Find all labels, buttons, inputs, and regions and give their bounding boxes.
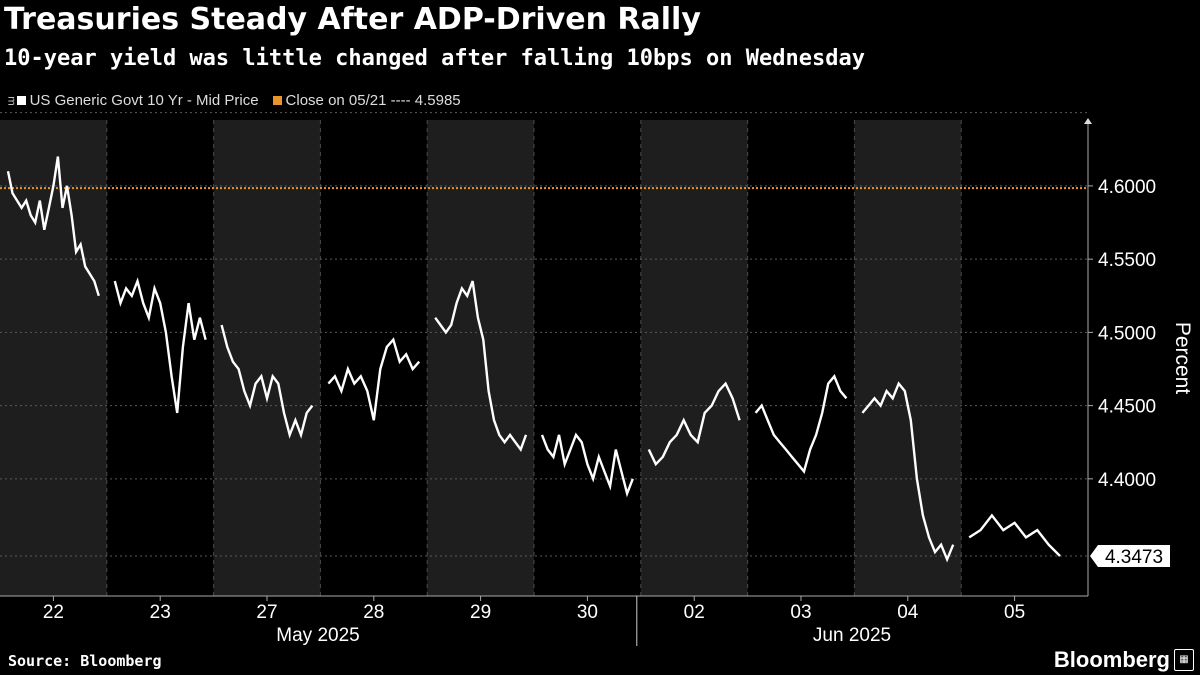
series-line-segment	[113, 277, 207, 414]
y-axis-arrow-icon	[1084, 118, 1092, 124]
day-band	[0, 120, 107, 596]
y-tick-label: 4.5500	[1098, 250, 1156, 271]
x-tick-label: 04	[897, 602, 919, 623]
month-label: May 2025	[276, 625, 359, 646]
x-tick-label: 28	[363, 602, 384, 623]
last-value-callout	[1090, 545, 1170, 568]
x-tick-label: 22	[43, 602, 64, 623]
legend-reference-label: Close on 05/21 ---- 4.5985	[285, 92, 461, 109]
series-line-segment	[540, 432, 634, 498]
day-band	[854, 120, 962, 596]
series-line-segment	[434, 280, 528, 453]
legend-reference-swatch	[272, 96, 282, 105]
x-tick-label: 03	[790, 602, 811, 623]
chart-title: Treasuries Steady After ADP-Driven Rally	[4, 2, 701, 37]
y-tick-label: 4.4500	[1098, 397, 1156, 418]
x-tick-label: 30	[577, 602, 598, 623]
series-line-segment	[6, 156, 100, 297]
x-tick-label: 29	[470, 602, 491, 623]
y-axis-title: Percent	[1171, 322, 1194, 395]
legend-series-label: US Generic Govt 10 Yr - Mid Price	[29, 92, 259, 109]
legend: ᴟ US Generic Govt 10 Yr - Mid Price Clos…	[8, 92, 475, 109]
legend-series-swatch	[16, 96, 26, 105]
legend-item-reference: Close on 05/21 ---- 4.5985	[272, 92, 461, 109]
legend-item-series: ᴟ US Generic Govt 10 Yr - Mid Price	[8, 92, 259, 109]
chart-subtitle: 10-year yield was little changed after f…	[4, 46, 865, 71]
bloomberg-terminal-icon: ▦	[1174, 649, 1194, 671]
series-line-segment	[647, 381, 741, 467]
day-band	[213, 120, 321, 596]
series-line-segment	[968, 513, 1061, 557]
last-value-label: 4.3473	[1105, 547, 1163, 568]
x-tick-label: 23	[150, 602, 171, 623]
x-tick-label: 02	[684, 602, 705, 623]
series-line-segment	[754, 374, 848, 475]
x-tick-label: 27	[256, 602, 277, 623]
month-label: Jun 2025	[813, 625, 891, 646]
series-line-segment	[220, 324, 314, 439]
legend-series-marker-icon: ᴟ	[8, 94, 15, 107]
day-band	[640, 120, 748, 596]
y-tick-label: 4.6000	[1098, 177, 1156, 198]
y-tick-label: 4.4000	[1098, 470, 1156, 491]
series-line-segment	[327, 337, 421, 421]
y-tick-label: 4.5000	[1098, 323, 1156, 344]
series-line-segment	[861, 381, 955, 563]
brand-logo: Bloomberg	[1053, 647, 1170, 672]
day-band	[427, 120, 534, 596]
source-note: Source: Bloomberg	[8, 652, 162, 670]
x-tick-label: 05	[1004, 602, 1025, 623]
